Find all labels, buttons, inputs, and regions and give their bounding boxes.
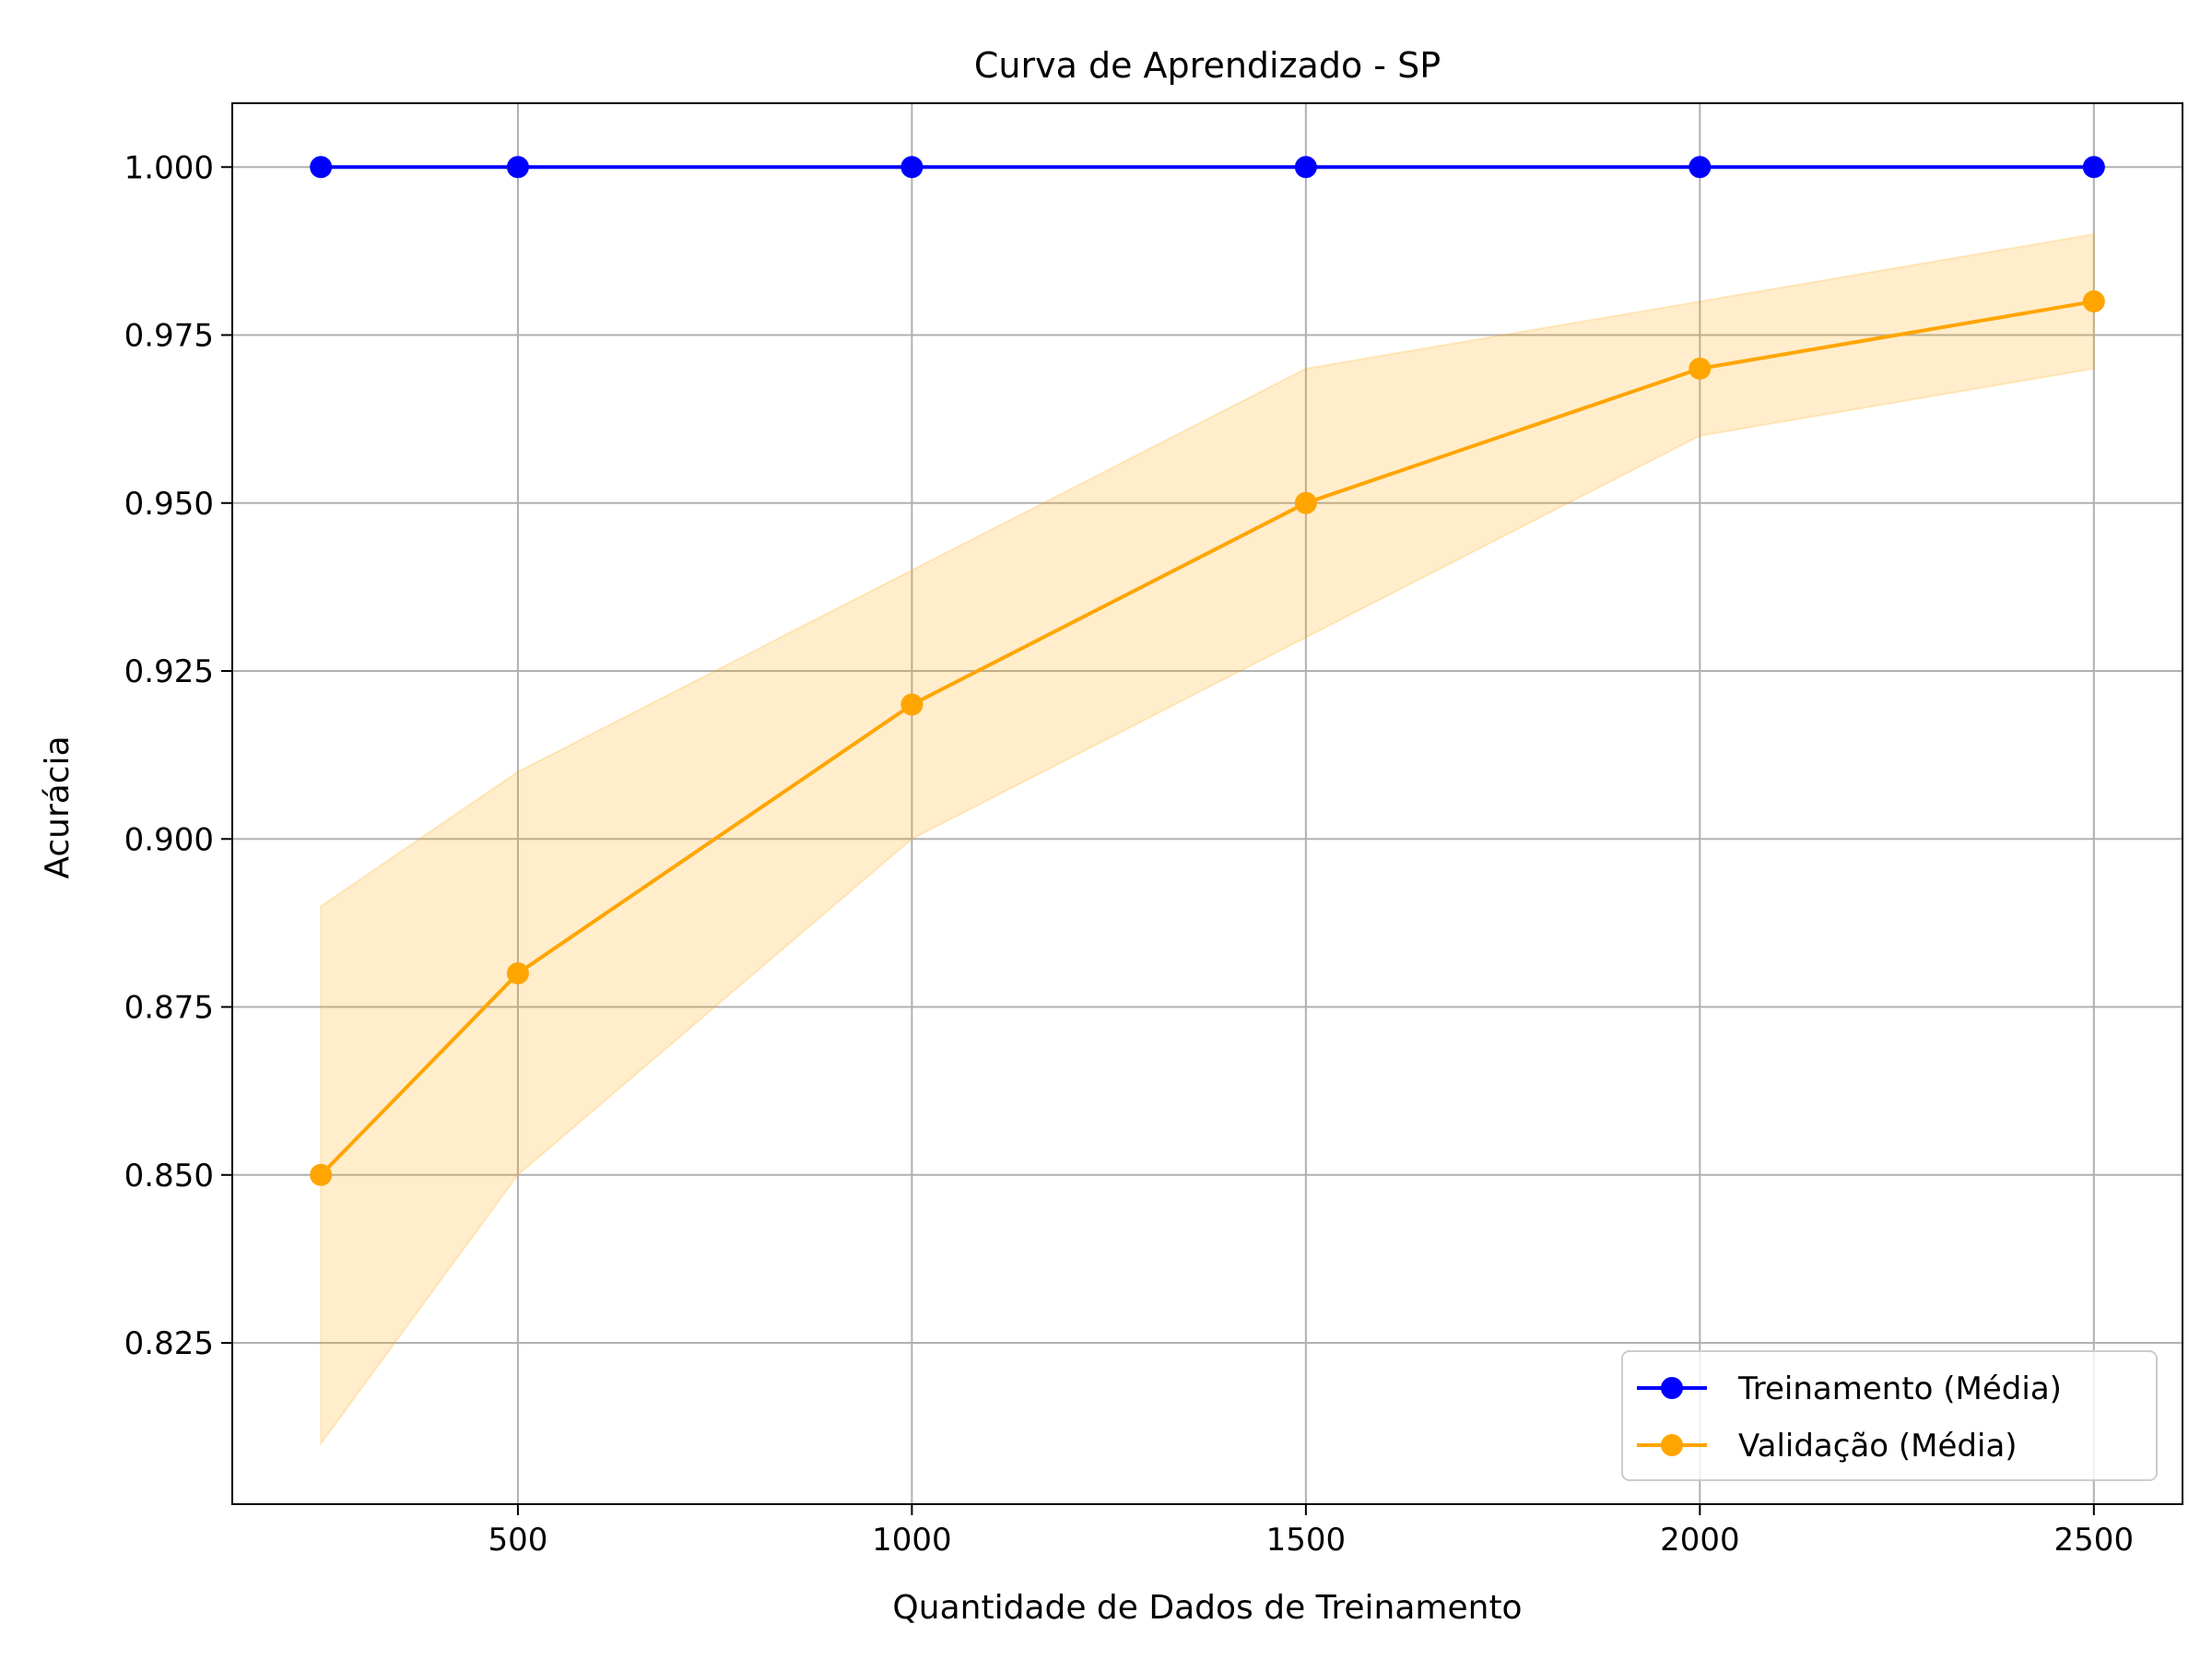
x-tick-label: 1000 bbox=[872, 1522, 952, 1559]
y-axis-label: Acurácia bbox=[39, 735, 76, 878]
y-tick-label: 0.950 bbox=[124, 486, 214, 523]
validation-band-area bbox=[320, 232, 2095, 1447]
y-tick-label: 0.850 bbox=[124, 1158, 214, 1194]
y-tick-label: 0.875 bbox=[124, 990, 214, 1027]
validation-band bbox=[320, 232, 2095, 1447]
training-data-point bbox=[1294, 156, 1317, 179]
training-data-point bbox=[900, 156, 924, 179]
legend-training-label: Treinamento (Média) bbox=[1737, 1371, 2062, 1407]
legend-box bbox=[1621, 1350, 2158, 1481]
y-tick-label: 0.825 bbox=[124, 1325, 214, 1362]
legend: Treinamento (Média) Validação (Média) bbox=[1621, 1350, 2158, 1481]
validation-data-point bbox=[1688, 357, 1712, 380]
axes: 500 1000 1500 2000 2500 0.825 0.850 0.875 0.900 0… bbox=[124, 149, 2134, 1559]
training-data-point bbox=[2082, 156, 2105, 179]
x-axis-label: Quantidade de Dados de Treinamento bbox=[892, 1589, 1522, 1627]
grid-lines bbox=[232, 103, 2183, 1504]
y-tick-label: 0.900 bbox=[124, 821, 214, 858]
plot-area-frame bbox=[231, 102, 2183, 1505]
chart-title: Curva de Aprendizado - SP bbox=[974, 45, 1441, 86]
validation-data-point bbox=[2082, 290, 2105, 313]
series-layer bbox=[310, 156, 2105, 1186]
training-data-point bbox=[506, 156, 529, 179]
y-tick-label: 0.925 bbox=[124, 653, 214, 690]
y-tick-label: 1.000 bbox=[124, 149, 214, 186]
legend-validation-marker bbox=[1661, 1434, 1683, 1456]
validation-data-point bbox=[506, 962, 529, 985]
validation-data-point bbox=[1294, 491, 1317, 514]
x-tick-label: 1500 bbox=[1266, 1522, 1347, 1559]
validation-data-point bbox=[900, 693, 924, 716]
x-tick-label: 2000 bbox=[1660, 1522, 1740, 1559]
training-data-point bbox=[1688, 156, 1712, 179]
validation-data-point bbox=[310, 1163, 333, 1186]
x-tick-label: 2500 bbox=[2054, 1522, 2135, 1559]
legend-validation-label: Validação (Média) bbox=[1738, 1428, 2018, 1465]
validation-series-line bbox=[319, 300, 2095, 1177]
y-tick-label: 0.975 bbox=[124, 318, 214, 355]
legend-training-marker bbox=[1661, 1377, 1683, 1399]
training-data-point bbox=[310, 156, 333, 179]
x-tick-label: 500 bbox=[488, 1522, 547, 1559]
